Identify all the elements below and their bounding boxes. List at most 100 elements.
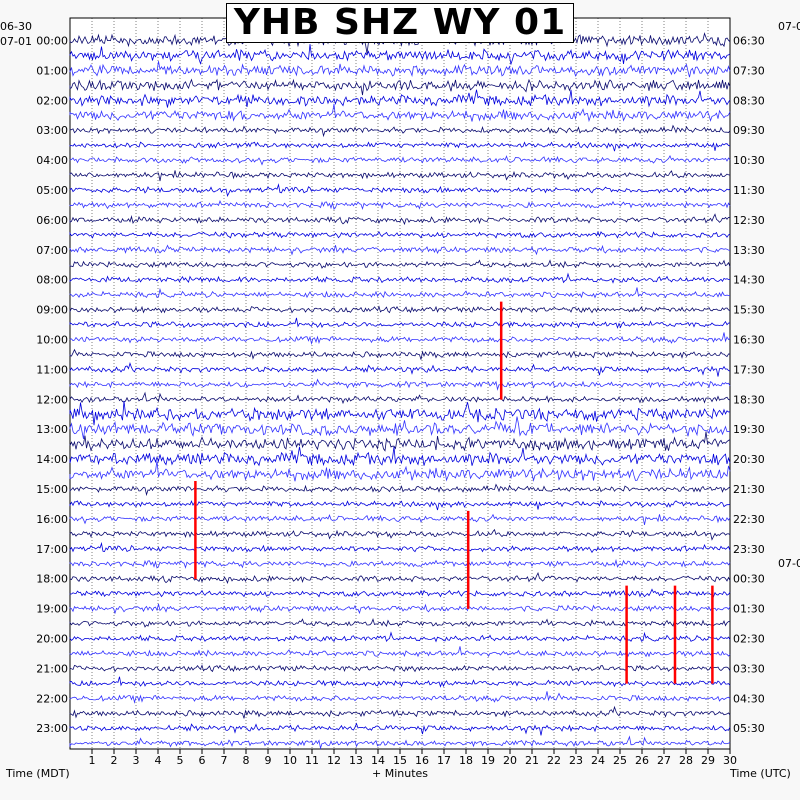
- right-time-label: 23:30: [733, 543, 765, 556]
- x-tick-label: 22: [547, 754, 561, 767]
- right-time-label: 07:30: [733, 64, 765, 77]
- trace-line: [69, 378, 731, 391]
- x-tick-label: 6: [199, 754, 206, 767]
- left-time-label: 16:00: [36, 513, 68, 526]
- x-tick-label: 4: [155, 754, 162, 767]
- event-markers: [194, 301, 714, 684]
- right-time-label: 05:30: [733, 722, 765, 735]
- left-time-label: 03:00: [36, 124, 68, 137]
- right-date-top: 07-0: [778, 20, 800, 33]
- x-tick-label: 17: [437, 754, 451, 767]
- left-time-label: 08:00: [36, 274, 68, 287]
- x-tick-label: 24: [591, 754, 605, 767]
- x-tick-label: 2: [111, 754, 118, 767]
- x-tick-label: 26: [635, 754, 649, 767]
- x-tick-label: 28: [679, 754, 693, 767]
- trace-line: [69, 89, 731, 108]
- trace-line: [69, 348, 731, 360]
- trace-line: [69, 572, 731, 584]
- trace-line: [69, 272, 731, 284]
- right-time-label: 10:30: [733, 154, 765, 167]
- x-tick-label: 30: [723, 754, 737, 767]
- trace-line: [69, 400, 731, 426]
- right-time-label: 02:30: [733, 633, 765, 646]
- trace-line: [69, 78, 731, 96]
- x-tick-label: 27: [657, 754, 671, 767]
- right-time-label: 04:30: [733, 692, 765, 705]
- right-time-label: 11:30: [733, 184, 765, 197]
- x-axis-label: + Minutes: [372, 767, 429, 780]
- trace-line: [69, 431, 731, 452]
- right-time-label: 21:30: [733, 483, 765, 496]
- x-tick-label: 25: [613, 754, 627, 767]
- right-time-label: 15:30: [733, 304, 765, 317]
- trace-line: [69, 483, 731, 497]
- trace-line: [69, 103, 731, 123]
- x-tick-label: 9: [265, 754, 272, 767]
- right-time-label: 18:30: [733, 393, 765, 406]
- trace-line: [69, 231, 731, 239]
- right-time-label: 16:30: [733, 334, 765, 347]
- right-time-label: 01:30: [733, 603, 765, 616]
- trace-line: [69, 735, 731, 750]
- right-time-label: 00:30: [733, 573, 765, 586]
- trace-line: [69, 722, 731, 736]
- right-time-label: 20:30: [733, 453, 765, 466]
- trace-line: [69, 541, 731, 554]
- right-time-label: 12:30: [733, 214, 765, 227]
- x-tick-label: 23: [569, 754, 583, 767]
- trace-line: [69, 305, 731, 314]
- trace-line: [69, 646, 731, 658]
- left-time-label: 17:00: [36, 543, 68, 556]
- trace-line: [69, 500, 731, 511]
- left-time-label: 10:00: [36, 334, 68, 347]
- x-tick-label: 1: [89, 754, 96, 767]
- left-time-label: 19:00: [36, 603, 68, 616]
- trace-line: [69, 200, 731, 211]
- trace-line: [69, 588, 731, 598]
- trace-line: [69, 61, 731, 78]
- left-time-label: 11:00: [36, 363, 68, 376]
- right-time-label: 03:30: [733, 662, 765, 675]
- trace-line: [69, 631, 731, 643]
- trace-line: [69, 124, 731, 138]
- trace-line: [69, 332, 731, 346]
- left-axis-label: Time (MDT): [6, 767, 70, 780]
- trace-line: [69, 361, 731, 377]
- trace-line: [69, 317, 731, 329]
- x-tick-label: 8: [243, 754, 250, 767]
- left-time-label: 12:00: [36, 393, 68, 406]
- trace-line: [69, 244, 731, 256]
- trace-line: [69, 513, 731, 525]
- trace-line: [69, 676, 731, 688]
- x-tick-label: 5: [177, 754, 184, 767]
- trace-line: [69, 691, 731, 704]
- trace-line: [69, 528, 731, 541]
- trace-line: [69, 446, 731, 467]
- left-time-label: 09:00: [36, 304, 68, 317]
- trace-line: [69, 141, 731, 152]
- right-axis-label: Time (UTC): [730, 767, 791, 780]
- x-tick-label: 18: [459, 754, 473, 767]
- trace-line: [69, 391, 731, 405]
- left-time-label: 02:00: [36, 94, 68, 107]
- trace-line: [69, 664, 731, 673]
- trace-line: [69, 183, 731, 197]
- right-time-label: 08:30: [733, 94, 765, 107]
- left-time-label: 13:00: [36, 423, 68, 436]
- left-time-label: 14:00: [36, 453, 68, 466]
- trace-line: [69, 154, 731, 166]
- right-time-label: 14:30: [733, 274, 765, 287]
- right-time-ticks: 06:30 07:30 08:30 09:30 10:30 11:30 12:30 13:30…: [733, 35, 765, 736]
- right-time-label: 13:30: [733, 244, 765, 257]
- x-tick-label: 29: [701, 754, 715, 767]
- right-time-label: 09:30: [733, 124, 765, 137]
- trace-line: [69, 558, 731, 569]
- left-time-label: 06:00: [36, 214, 68, 227]
- x-tick-label: 12: [327, 754, 341, 767]
- x-tick-label: 3: [133, 754, 140, 767]
- trace-line: [69, 416, 731, 439]
- left-time-ticks: 00:00 01:00 02:00 03:00 04:00 05:00 06:00 07:00…: [36, 35, 68, 736]
- x-tick-label: 13: [349, 754, 363, 767]
